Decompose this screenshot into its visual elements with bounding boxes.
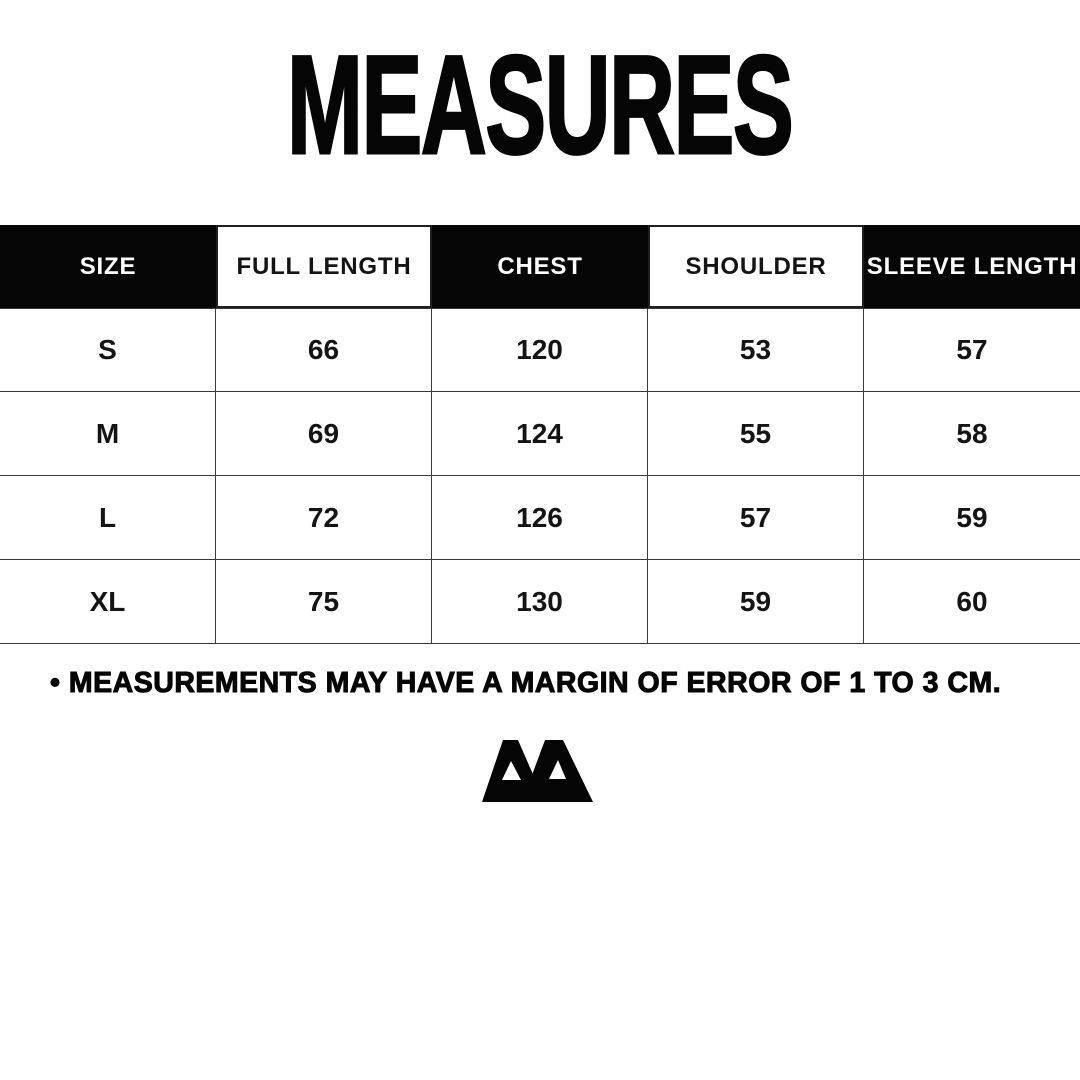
table-cell: 69 xyxy=(216,392,432,476)
margin-of-error-note: • MEASUREMENTS MAY HAVE A MARGIN OF ERRO… xyxy=(49,667,1002,700)
table-cell: 59 xyxy=(864,476,1080,560)
table-cell: 126 xyxy=(432,476,648,560)
table-cell: 124 xyxy=(432,392,648,476)
header-chest: CHEST xyxy=(432,225,648,308)
aa-brand-logo-icon xyxy=(481,739,594,802)
size-label: S xyxy=(0,308,216,392)
table-cell: 120 xyxy=(432,308,648,392)
table-cell: 75 xyxy=(216,560,432,644)
table-cell: 66 xyxy=(216,308,432,392)
table-cell: 55 xyxy=(648,392,864,476)
header-full-length: FULL LENGTH xyxy=(216,225,432,308)
size-label: L xyxy=(0,476,216,560)
size-label: XL xyxy=(0,560,216,644)
size-table: SIZE FULL LENGTH CHEST SHOULDER SLEEVE L… xyxy=(0,225,1080,644)
table-cell: 60 xyxy=(864,560,1080,644)
header-shoulder: SHOULDER xyxy=(648,225,864,308)
table-cell: 53 xyxy=(648,308,864,392)
table-cell: 72 xyxy=(216,476,432,560)
table-cell: 57 xyxy=(648,476,864,560)
table-cell: 130 xyxy=(432,560,648,644)
table-cell: 59 xyxy=(648,560,864,644)
page-title: MEASURES xyxy=(0,30,1080,180)
header-size: SIZE xyxy=(0,225,216,308)
page-title-text: MEASURES xyxy=(286,26,795,183)
table-cell: 58 xyxy=(864,392,1080,476)
table-cell: 57 xyxy=(864,308,1080,392)
size-label: M xyxy=(0,392,216,476)
header-sleeve-length: SLEEVE LENGTH xyxy=(864,225,1080,308)
